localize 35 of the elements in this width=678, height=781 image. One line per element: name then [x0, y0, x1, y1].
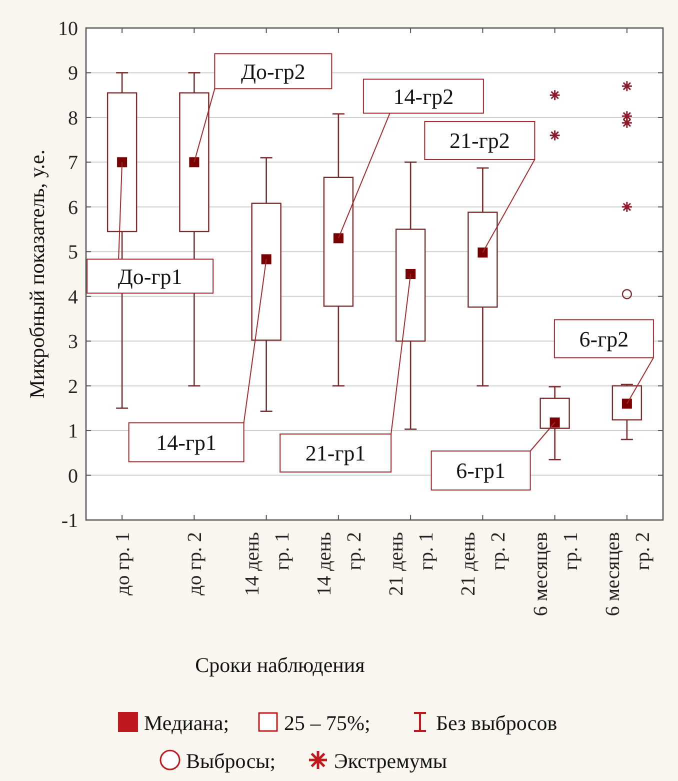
annotation: 21-гр2 [450, 128, 510, 154]
x-tick-label: 14 день гр. 1 [241, 532, 294, 596]
y-tick-label: -1 [61, 510, 78, 532]
y-tick-label: 7 [68, 152, 78, 174]
annotation: До-гр2 [241, 58, 306, 84]
x-tick-label: 6 месяцев гр. 1 [530, 532, 582, 616]
x-tick-label: до гр. 1 [112, 532, 134, 596]
annotation: 14-гр1 [156, 430, 216, 455]
x-tick-label: 21 день гр. 2 [458, 532, 510, 596]
x-tick-label: 21 день гр. 1 [386, 532, 438, 596]
x-tick-label: 6 месяцев гр. 2 [602, 532, 654, 616]
x-tick-label: 14 день гр. 2 [313, 532, 366, 596]
text: Без выбросов [436, 711, 558, 735]
y-tick-label: 8 [68, 107, 78, 130]
y-tick-label: 6 [68, 196, 78, 219]
y-tick-label: 3 [68, 331, 78, 354]
y-tick-label: 2 [68, 376, 78, 398]
y-tick-label: 0 [68, 465, 78, 488]
annotation: До-гр1 [118, 264, 182, 289]
annotation: 21-гр1 [305, 440, 366, 466]
x-tick-label: до гр. 2 [184, 532, 206, 596]
text: Выбросы; [186, 749, 276, 773]
annotation: 6-гр1 [456, 458, 506, 484]
y-axis-title: Микробный показатель, у.е. [25, 150, 49, 398]
text: Экстремумы [334, 749, 448, 773]
text: 25 – 75%; [284, 711, 370, 735]
annotation: 14-гр2 [393, 84, 454, 109]
annotation: 6-гр2 [579, 326, 629, 352]
y-tick-label: 4 [68, 286, 78, 308]
y-tick-label: 5 [68, 242, 78, 264]
x-axis-title: Сроки наблюдения [195, 653, 366, 677]
y-tick-label: 10 [58, 18, 78, 40]
text: Медиана; [144, 711, 230, 735]
y-tick-label: 9 [68, 62, 78, 85]
y-tick-label: 1 [68, 420, 78, 443]
